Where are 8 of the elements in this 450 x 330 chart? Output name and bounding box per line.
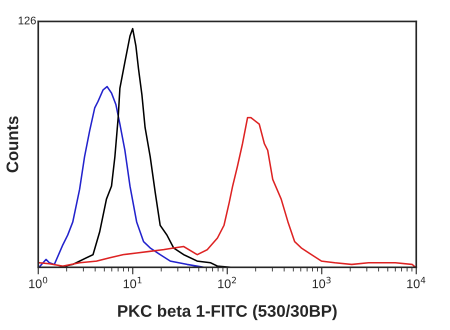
x-tick-label: 10$^{0}$ xyxy=(29,276,48,288)
x-tick-label: 10$^{4}$ xyxy=(407,276,426,288)
x-axis-title: PKC beta 1-FITC (530/30BP) xyxy=(118,304,337,320)
y-axis-title: Counts xyxy=(6,116,18,172)
x-tick-label: 10$^{3}$ xyxy=(312,276,331,288)
x-tick-label: 10$^{1}$ xyxy=(124,276,142,288)
text: 126 xyxy=(18,16,36,24)
x-tick-label: 10$^{2}$ xyxy=(218,276,236,288)
